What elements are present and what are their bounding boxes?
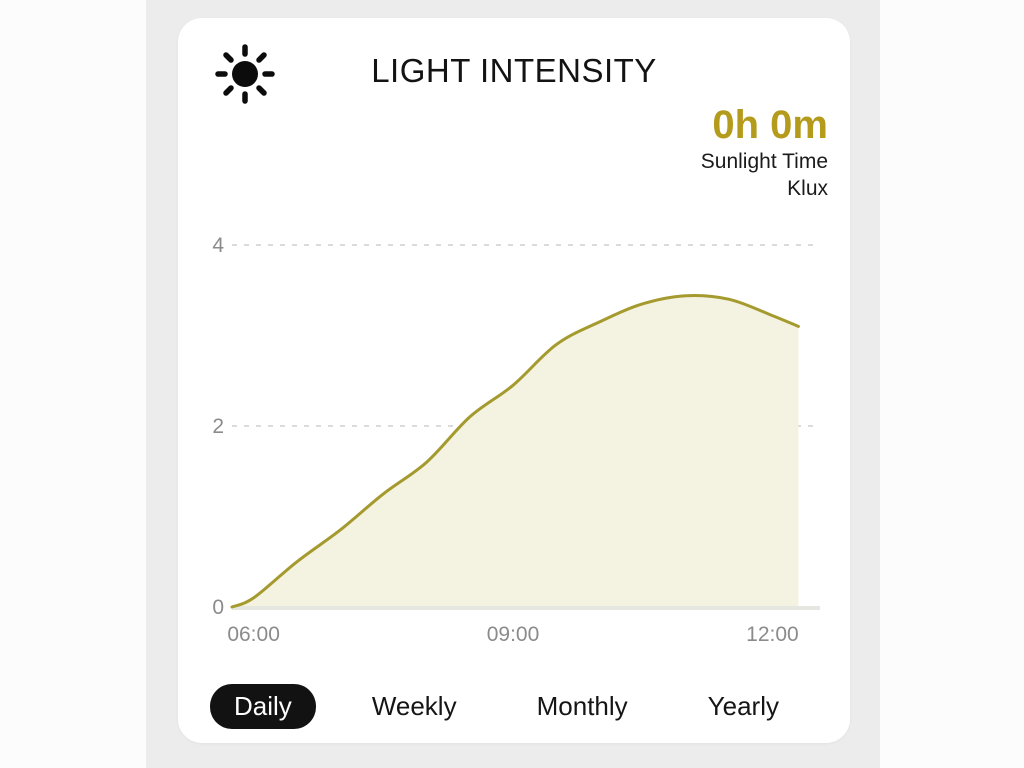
y-tick-2: 2 (212, 415, 224, 438)
y-tick-0: 0 (212, 596, 224, 619)
tab-yearly[interactable]: Yearly (684, 684, 803, 729)
x-tick-1200: 12:00 (746, 623, 799, 646)
tab-daily[interactable]: Daily (210, 683, 316, 729)
area-fill (232, 295, 799, 607)
x-tick-0600: 06:00 (227, 623, 280, 646)
sunlight-time-value: 0h 0m (712, 103, 828, 147)
y-tick-4: 4 (212, 234, 224, 257)
tab-monthly[interactable]: Monthly (513, 684, 652, 729)
chart-canvas: 0 2 4 06:00 09:00 12:00 (212, 234, 820, 646)
unit-label: Klux (787, 177, 828, 200)
intensity-line (230, 293, 800, 609)
page-title: LIGHT INTENSITY (371, 52, 657, 89)
x-tick-0900: 09:00 (487, 623, 540, 646)
light-intensity-chart[interactable]: 0 2 4 06:00 09:00 12:00 (202, 230, 850, 650)
tab-weekly[interactable]: Weekly (348, 684, 481, 729)
time-range-tabs: Daily Weekly Monthly Yearly (210, 683, 803, 729)
sunlight-time-label: Sunlight Time (700, 150, 828, 173)
card-header: LIGHT INTENSITY (178, 18, 850, 130)
sun-icon (215, 44, 275, 104)
sunlight-stat: 0h 0m Sunlight Time Klux (701, 102, 828, 202)
light-intensity-card: LIGHT INTENSITY 0h 0m Sunlight Time Klux… (178, 18, 850, 743)
